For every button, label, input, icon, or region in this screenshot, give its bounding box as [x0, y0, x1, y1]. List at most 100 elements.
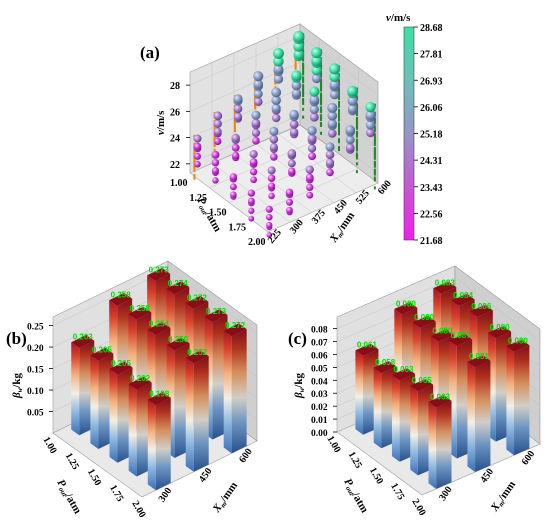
- projection-mark-right: [338, 94, 340, 98]
- bar-top-face: [128, 306, 152, 320]
- gridline: [336, 277, 541, 341]
- projection-mark-right: [373, 143, 376, 147]
- scatter-point: [231, 143, 240, 152]
- z-tick-label: 0.01: [311, 416, 328, 426]
- bar-value-label: 0.080: [508, 337, 529, 346]
- scatter-point: [253, 97, 263, 107]
- bar-value-label: 0.254: [149, 320, 170, 329]
- scatter-point: [266, 221, 273, 229]
- z-tick-label: 0.10: [27, 387, 44, 397]
- projection-mark-right: [320, 116, 323, 120]
- projection-mark-right: [373, 141, 376, 145]
- scatter-point: [306, 183, 314, 192]
- scatter-point: [285, 198, 294, 206]
- projection-mark-right: [373, 147, 376, 151]
- bar: 0.080: [506, 337, 530, 456]
- projection-mark-right: [338, 91, 340, 95]
- scatter-point: [267, 166, 276, 175]
- bar-top-face: [109, 361, 133, 375]
- projection-mark-left: [193, 151, 196, 155]
- bar-top-face: [204, 309, 228, 323]
- scatter-point: [193, 142, 202, 151]
- bar-front-face: [428, 401, 437, 489]
- scatter-point: [270, 153, 278, 161]
- scatter-point: [345, 125, 356, 135]
- scatter-point: [230, 191, 237, 198]
- projection-mark-right: [338, 132, 340, 136]
- projection-mark-right: [373, 164, 376, 168]
- scatter-point: [365, 120, 376, 130]
- projection-mark-left: [193, 142, 196, 146]
- colorbar-tick-label: 26.93: [420, 76, 443, 87]
- projection-mark-right: [355, 130, 358, 134]
- projection-mark-right: [320, 106, 323, 110]
- scatter-point: [253, 71, 264, 82]
- bar-value-label: 0.084: [453, 291, 474, 300]
- scatter-point: [347, 95, 358, 106]
- scatter-point: [366, 128, 375, 138]
- bar-front-face: [109, 368, 118, 463]
- projection-mark-right: [320, 131, 323, 135]
- x-tick-label: 1.00: [324, 434, 342, 455]
- scatter-point: [273, 56, 284, 67]
- scatter-point: [325, 150, 335, 160]
- bar: 0.063: [428, 392, 452, 489]
- scatter-point: [211, 158, 220, 167]
- projection-mark-right: [302, 64, 305, 68]
- panel-a-y-label: Xm/mm: [327, 210, 358, 246]
- projection-mark-right: [338, 118, 340, 122]
- bar-value-label: 0.086: [471, 302, 492, 311]
- projection-mark-right: [355, 152, 358, 156]
- panel-c-x-label: Pout/atm: [341, 477, 371, 516]
- bar-value-label: 0.274: [168, 279, 189, 288]
- scatter-point: [271, 103, 281, 113]
- projection-mark-right: [338, 130, 340, 134]
- projection-mark-right: [373, 156, 376, 160]
- scatter-point: [252, 136, 260, 145]
- scatter-point: [347, 103, 358, 114]
- projection-mark-right: [355, 95, 358, 99]
- projection-mark-right: [373, 154, 376, 158]
- scatter-point: [269, 143, 278, 152]
- projection-mark-right: [320, 72, 323, 76]
- scatter-point: [291, 80, 302, 91]
- projection-mark-right: [302, 99, 305, 103]
- bar-top-face: [433, 281, 457, 294]
- z-tick-label: 28: [170, 81, 180, 92]
- scatter-point: [286, 206, 293, 214]
- scatter-point: [233, 112, 243, 121]
- x-tick-label: 1.50: [367, 466, 385, 487]
- bar-value-label: 0.272: [225, 321, 246, 330]
- bar-top-face: [410, 379, 434, 392]
- scatter-point: [271, 87, 282, 98]
- scatter-point: [193, 134, 202, 143]
- bar-side-face: [514, 345, 530, 456]
- projection-mark-right: [338, 96, 340, 100]
- panel-a-x-ticks: 1.001.251.501.752.00: [170, 178, 266, 248]
- projection-mark-right: [355, 148, 358, 152]
- scatter-point: [211, 167, 219, 175]
- bar-top-face: [428, 395, 452, 408]
- scatter-point: [250, 168, 258, 176]
- projection-mark-right: [355, 142, 358, 146]
- panel-a-points: [193, 30, 376, 238]
- scatter-point: [211, 150, 220, 159]
- bar-top-face: [90, 347, 114, 361]
- scatter-point: [194, 160, 201, 168]
- projection-mark-left: [294, 66, 297, 70]
- projection-mark-right: [338, 104, 340, 108]
- bar-top-face: [373, 361, 397, 374]
- panel-a-z-ticks: 22 24 26 28: [170, 81, 190, 171]
- projection-mark-right: [302, 66, 305, 70]
- projection-mark-right: [373, 139, 376, 143]
- projection-mark-right: [338, 146, 340, 150]
- bar-top-face: [355, 343, 379, 356]
- projection-mark-left: [294, 60, 297, 64]
- scatter-point: [249, 150, 258, 159]
- scatter-point: [293, 40, 305, 52]
- projection-mark-right: [373, 119, 376, 123]
- panel-b-z-ticks: 0.05 0.10 0.15 0.20 0.25: [27, 323, 53, 419]
- scatter-point: [247, 189, 255, 197]
- projection-mark-right: [338, 114, 340, 118]
